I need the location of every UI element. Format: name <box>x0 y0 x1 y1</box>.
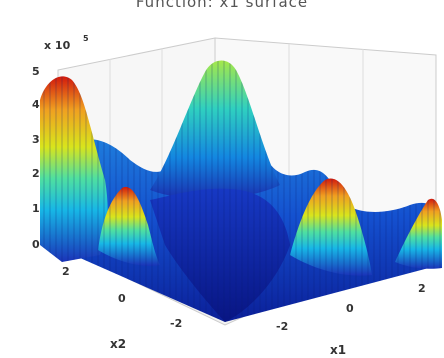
z-tick: 4 <box>32 98 40 111</box>
z-tick: 2 <box>32 167 40 180</box>
right-peak <box>290 178 372 276</box>
x2-tick: 2 <box>62 265 70 278</box>
central-trough <box>150 188 290 322</box>
x1-tick: -2 <box>276 320 288 333</box>
central-peak <box>150 60 280 200</box>
z-tick: 0 <box>32 238 40 251</box>
right-edge-bump <box>395 198 442 269</box>
chart-title: Function: x1 surface <box>135 0 309 11</box>
z-axis: x 10 5 5 4 3 2 1 0 <box>32 34 89 251</box>
x1-tick: 2 <box>418 282 426 295</box>
x2-axis: 2 0 -2 x2 <box>62 265 182 351</box>
x1-axis-label: x1 <box>330 343 346 357</box>
z-tick: 5 <box>32 65 40 78</box>
z-exponent-label: 5 <box>83 34 89 43</box>
surface <box>40 60 442 323</box>
x1-axis: -2 0 2 x1 <box>276 282 426 357</box>
left-peak <box>40 76 108 262</box>
z-tick: 3 <box>32 133 40 146</box>
x2-tick: -2 <box>170 317 182 330</box>
x2-axis-label: x2 <box>110 337 126 351</box>
left-front-peak <box>98 186 160 266</box>
z-tick: 1 <box>32 202 40 215</box>
x2-tick: 0 <box>118 292 126 305</box>
z-multiplier-label: x 10 <box>44 39 71 52</box>
x1-tick: 0 <box>346 302 354 315</box>
